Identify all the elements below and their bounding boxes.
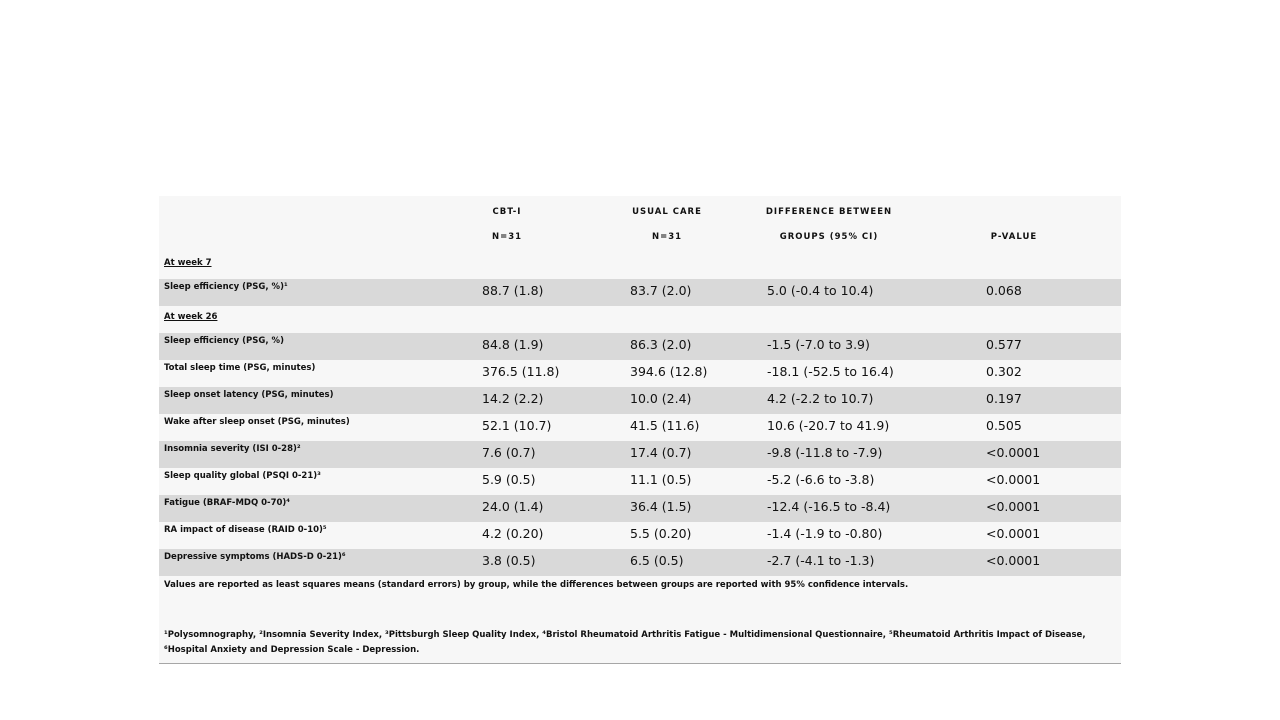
data-row: Fatigue (BRAF-MDQ 0-70)⁴ 24.0 (1.4) 36.4 (… bbox=[159, 495, 1121, 522]
cell-value: -2.7 (-4.1 to -1.3) bbox=[767, 553, 875, 568]
cell-value: <0.0001 bbox=[986, 499, 1041, 514]
data-row: Sleep efficiency (PSG, %)¹ 88.7 (1.8) 83.7… bbox=[159, 279, 1121, 306]
cell-value: <0.0001 bbox=[986, 445, 1041, 460]
cell-value: 36.4 (1.5) bbox=[630, 499, 692, 514]
cell-value: 0.068 bbox=[986, 283, 1022, 298]
data-row: Depressive symptoms (HADS-D 0-21)⁶ 3.8 (0… bbox=[159, 549, 1121, 576]
data-row: RA impact of disease (RAID 0-10)⁵ 4.2 (0.… bbox=[159, 522, 1121, 549]
cell-value: -9.8 (-11.8 to -7.9) bbox=[767, 445, 883, 460]
row-label: Sleep quality global (PSQI 0-21)³ bbox=[164, 471, 321, 481]
cell-value: 4.2 (-2.2 to 10.7) bbox=[767, 391, 874, 406]
column-header: DIFFERENCE BETWEEN bbox=[765, 207, 893, 217]
cell-value: 17.4 (0.7) bbox=[630, 445, 692, 460]
section-title: At week 7 bbox=[164, 258, 212, 268]
row-label: Wake after sleep onset (PSG, minutes) bbox=[164, 417, 350, 427]
cell-value: 5.9 (0.5) bbox=[482, 472, 536, 487]
cell-value: 14.2 (2.2) bbox=[482, 391, 544, 406]
row-label: Fatigue (BRAF-MDQ 0-70)⁴ bbox=[164, 498, 291, 508]
cell-value: 88.7 (1.8) bbox=[482, 283, 544, 298]
cell-value: 5.5 (0.20) bbox=[630, 526, 692, 541]
data-row: Wake after sleep onset (PSG, minutes) 52.… bbox=[159, 414, 1121, 441]
cell-value: -18.1 (-52.5 to 16.4) bbox=[767, 364, 894, 379]
cell-value: 0.302 bbox=[986, 364, 1022, 379]
section-title: At week 26 bbox=[164, 312, 218, 322]
cell-value: <0.0001 bbox=[986, 472, 1041, 487]
row-label: Insomnia severity (ISI 0-28)² bbox=[164, 444, 301, 454]
cell-value: 52.1 (10.7) bbox=[482, 418, 552, 433]
cell-value: -12.4 (-16.5 to -8.4) bbox=[767, 499, 891, 514]
footnote: ¹Polysomnography, ²Insomnia Severity Ind… bbox=[164, 630, 1086, 655]
data-row: Sleep efficiency (PSG, %) 84.8 (1.9) 86.3 … bbox=[159, 333, 1121, 360]
row-label: Sleep efficiency (PSG, %)¹ bbox=[164, 282, 288, 292]
cell-value: 41.5 (11.6) bbox=[630, 418, 700, 433]
cell-value: 0.197 bbox=[986, 391, 1022, 406]
row-label: Depressive symptoms (HADS-D 0-21)⁶ bbox=[164, 552, 346, 562]
results-table: CBT-I N=31 USUAL CARE N=31 DIFFERENCE BETWEE… bbox=[159, 196, 1121, 664]
cell-value: 4.2 (0.20) bbox=[482, 526, 544, 541]
column-header: USUAL CARE bbox=[632, 207, 702, 217]
cell-value: -1.5 (-7.0 to 3.9) bbox=[767, 337, 870, 352]
cell-value: 394.6 (12.8) bbox=[630, 364, 708, 379]
cell-value: <0.0001 bbox=[986, 526, 1041, 541]
row-label: Sleep efficiency (PSG, %) bbox=[164, 336, 284, 346]
row-label: RA impact of disease (RAID 0-10)⁵ bbox=[164, 525, 327, 535]
data-row: Sleep quality global (PSQI 0-21)³ 5.9 (0.… bbox=[159, 468, 1121, 495]
cell-value: 84.8 (1.9) bbox=[482, 337, 544, 352]
cell-value: <0.0001 bbox=[986, 553, 1041, 568]
cell-value: 11.1 (0.5) bbox=[630, 472, 692, 487]
row-label: Total sleep time (PSG, minutes) bbox=[164, 363, 316, 373]
row-label: Sleep onset latency (PSG, minutes) bbox=[164, 390, 334, 400]
section-row: At week 26 bbox=[159, 306, 1121, 333]
cell-value: -1.4 (-1.9 to -0.80) bbox=[767, 526, 883, 541]
cell-value: 376.5 (11.8) bbox=[482, 364, 560, 379]
data-row: Insomnia severity (ISI 0-28)² 7.6 (0.7) 17… bbox=[159, 441, 1121, 468]
cell-value: 6.5 (0.5) bbox=[630, 553, 684, 568]
cell-value: 0.577 bbox=[986, 337, 1022, 352]
column-header: N=31 bbox=[651, 232, 683, 242]
cell-value: 86.3 (2.0) bbox=[630, 337, 692, 352]
table-note: Values are reported as least squares mea… bbox=[164, 580, 909, 590]
column-header: GROUPS (95% CI) bbox=[779, 232, 879, 242]
data-row: Total sleep time (PSG, minutes) 376.5 (11… bbox=[159, 360, 1121, 387]
cell-value: 3.8 (0.5) bbox=[482, 553, 536, 568]
cell-value: 10.0 (2.4) bbox=[630, 391, 692, 406]
cell-value: -5.2 (-6.6 to -3.8) bbox=[767, 472, 875, 487]
section-row: At week 7 bbox=[159, 252, 1121, 279]
column-header: P-VALUE bbox=[990, 232, 1038, 242]
cell-value: 5.0 (-0.4 to 10.4) bbox=[767, 283, 874, 298]
column-header: CBT-I bbox=[492, 207, 522, 217]
cell-value: 10.6 (-20.7 to 41.9) bbox=[767, 418, 890, 433]
data-row: Sleep onset latency (PSG, minutes) 14.2 (… bbox=[159, 387, 1121, 414]
cell-value: 24.0 (1.4) bbox=[482, 499, 544, 514]
column-header: N=31 bbox=[491, 232, 523, 242]
cell-value: 83.7 (2.0) bbox=[630, 283, 692, 298]
cell-value: 0.505 bbox=[986, 418, 1022, 433]
cell-value: 7.6 (0.7) bbox=[482, 445, 536, 460]
